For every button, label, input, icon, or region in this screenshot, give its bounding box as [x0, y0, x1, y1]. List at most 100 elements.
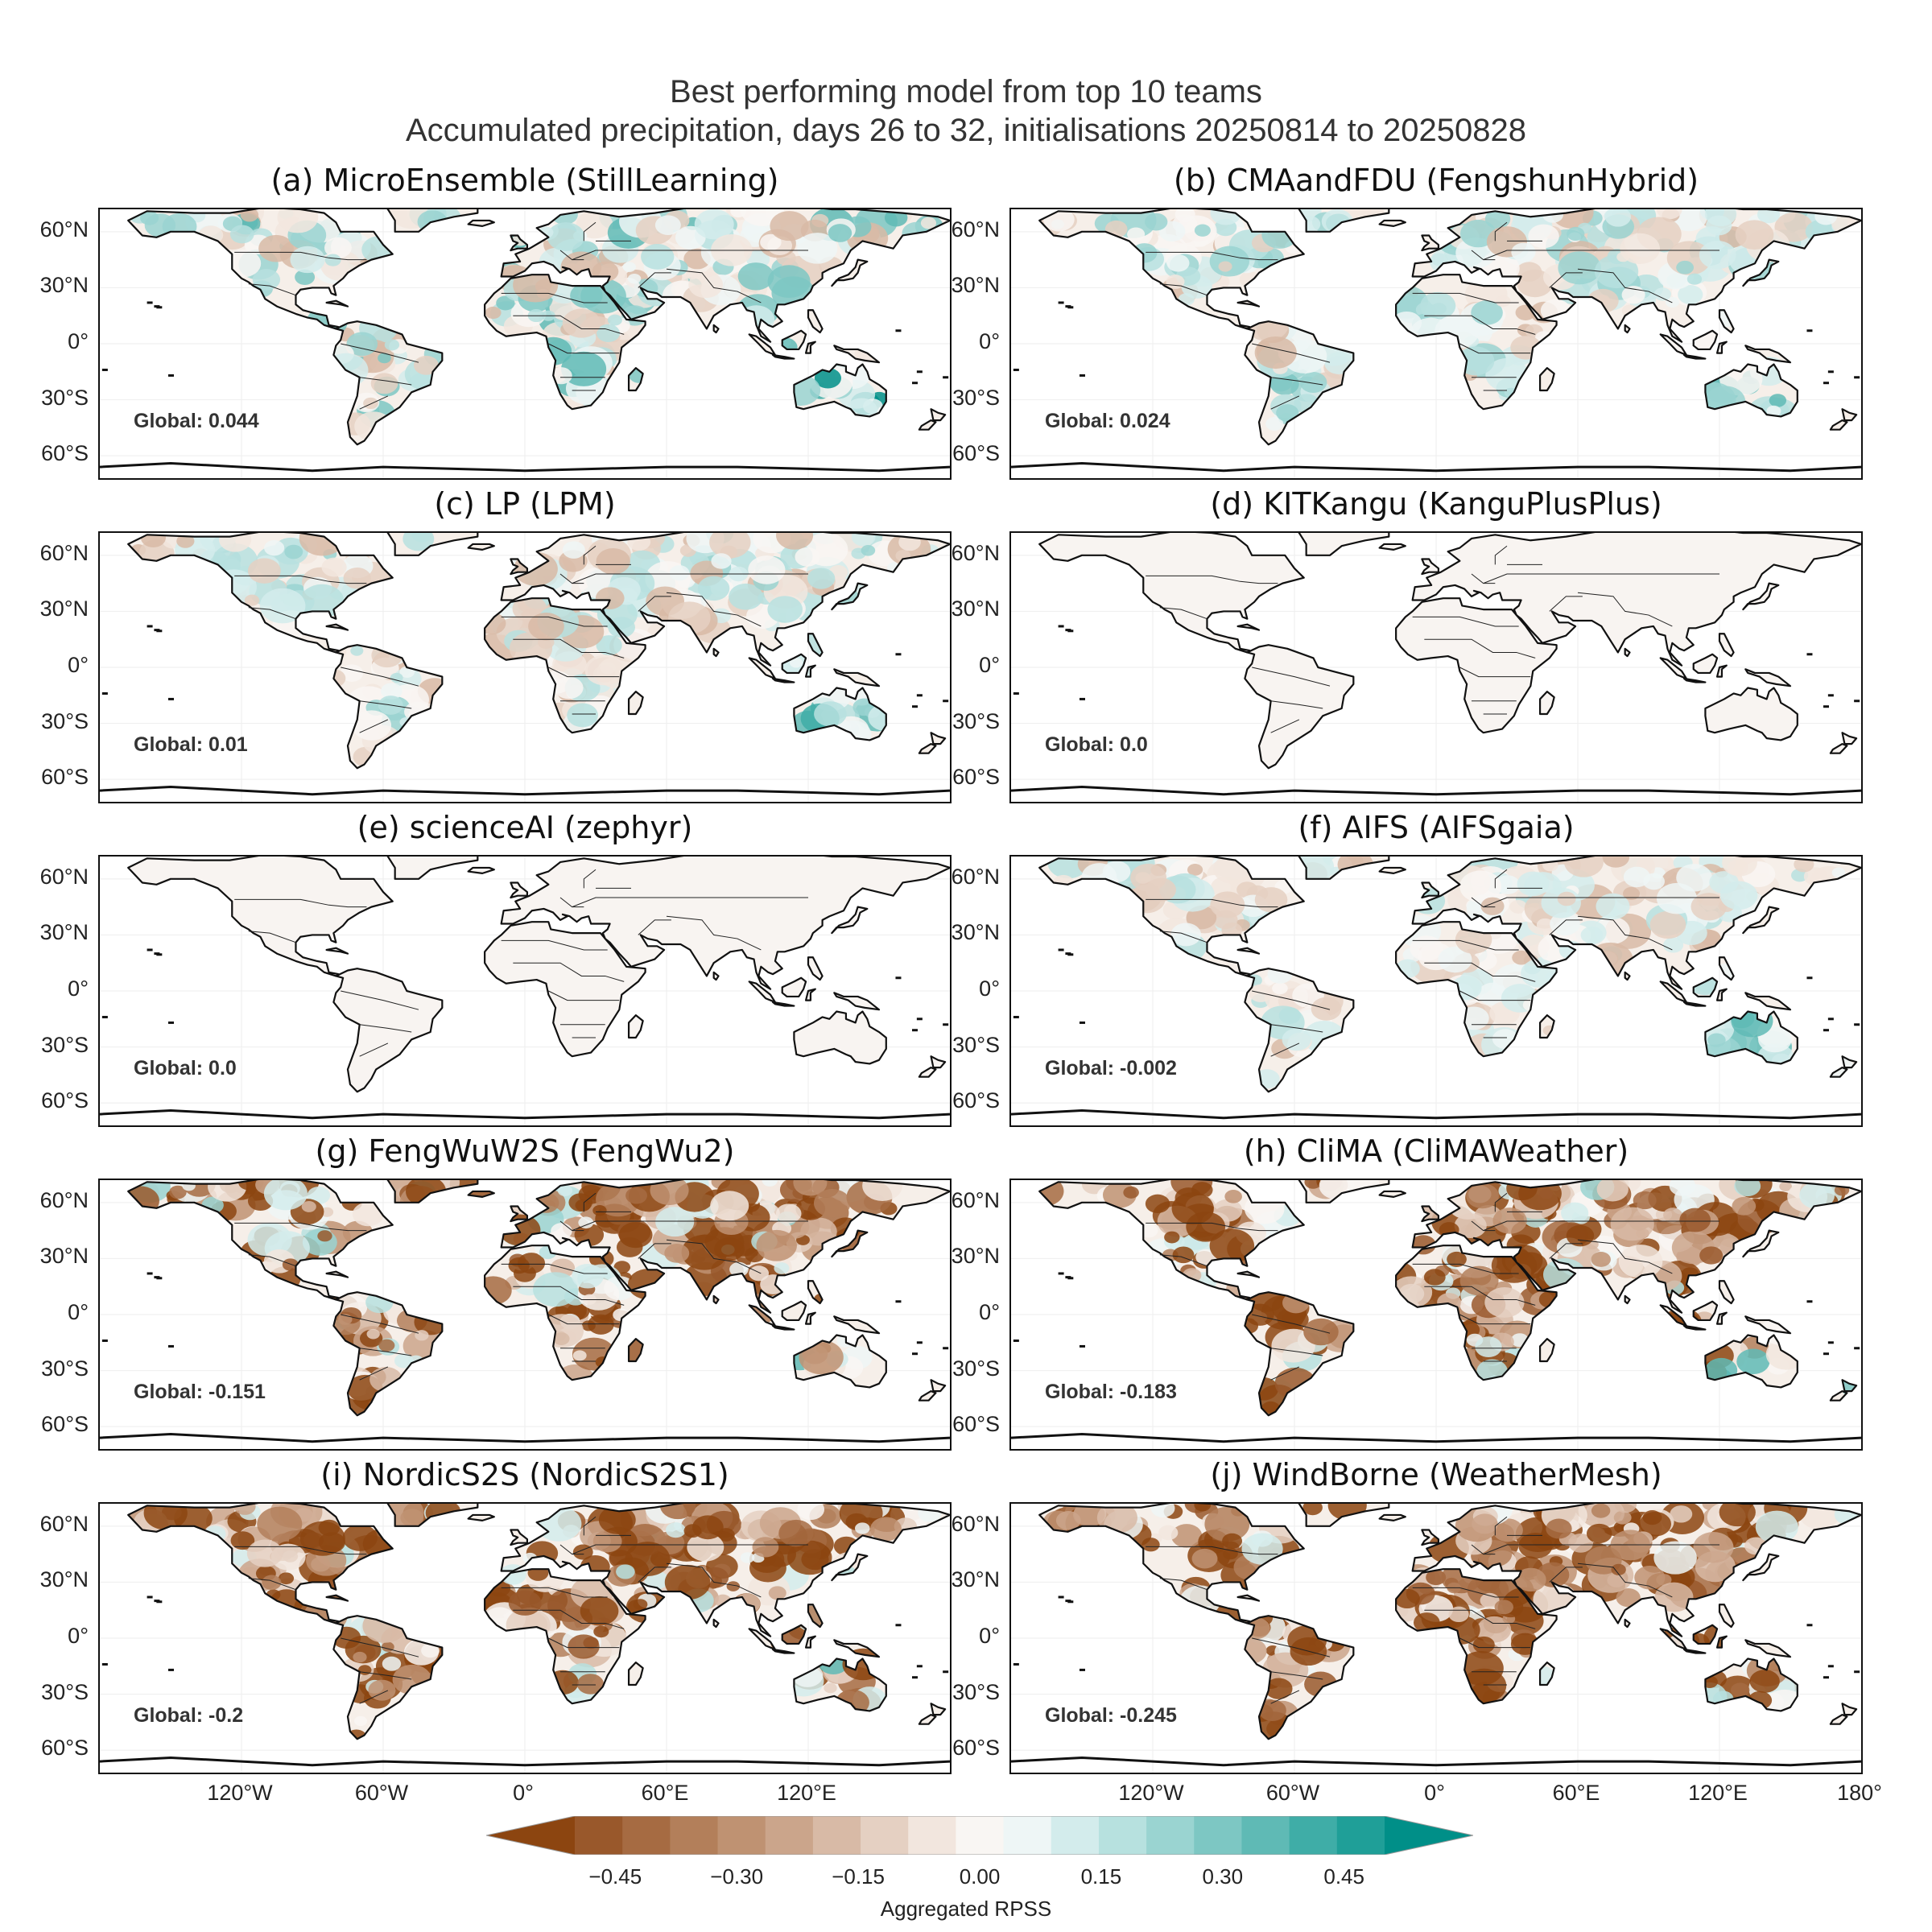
world-map: [1011, 857, 1861, 1125]
lat-tick-label: 0°: [979, 653, 1000, 677]
lat-tick-label: 60°N: [951, 1187, 1000, 1212]
world-map: [100, 1180, 950, 1449]
lat-tick-label: 60°S: [952, 1088, 1000, 1113]
lon-tick-label: 60°W: [354, 1781, 409, 1805]
colorbar-swatch: [1051, 1816, 1100, 1855]
colorbar-swatch: [717, 1816, 766, 1855]
lat-tick-label: 30°S: [41, 1032, 89, 1057]
lat-tick-label: 0°: [68, 329, 89, 353]
lon-tick-label: 120°E: [1688, 1781, 1748, 1805]
lat-tick-label: 30°S: [41, 708, 89, 733]
global-score: Global: -0.245: [1045, 1704, 1177, 1727]
lat-tick-label: 60°N: [951, 864, 1000, 889]
colorbar-swatch: [1146, 1816, 1195, 1855]
colorbar-label: Aggregated RPSS: [880, 1897, 1052, 1921]
lat-tick-label: 30°S: [41, 385, 89, 410]
land-base: [1039, 533, 1861, 769]
country-borders: [1146, 221, 1719, 410]
colorbar-swatch: [670, 1816, 719, 1855]
antarctica-coast: [100, 785, 950, 796]
global-score: Global: 0.0: [1045, 733, 1148, 756]
lon-tick-label: 120°W: [207, 1781, 273, 1805]
coastlines: [1038, 533, 1861, 770]
small-islands: [1013, 1596, 1860, 1679]
lon-tick-label: 60°W: [1265, 1781, 1320, 1805]
colorbar-swatch: [1098, 1816, 1147, 1855]
map-panel: Global: -0.2: [98, 1502, 952, 1774]
lon-tick-label: 60°E: [641, 1781, 689, 1805]
map-panel: Global: 0.0: [98, 855, 952, 1127]
lat-tick-label: 30°N: [951, 273, 1000, 298]
antarctica-coast: [100, 461, 950, 473]
colorbar-swatch: [765, 1816, 814, 1855]
lat-tick-label: 30°S: [952, 1356, 1000, 1381]
coastlines: [1038, 1504, 1861, 1740]
world-map: [100, 209, 950, 478]
lat-tick-label: 30°N: [951, 1244, 1000, 1269]
colorbar-swatch: [1336, 1816, 1385, 1855]
coastlines: [1038, 209, 1861, 446]
world-map: [1011, 209, 1861, 478]
small-islands: [101, 1596, 949, 1679]
lat-tick-label: 60°N: [39, 864, 89, 889]
lat-tick-label: 30°S: [41, 1356, 89, 1381]
lat-tick-label: 30°S: [952, 1032, 1000, 1057]
coastlines: [1038, 1180, 1861, 1417]
country-borders: [234, 1192, 808, 1381]
small-islands: [101, 301, 949, 385]
lat-tick-label: 60°N: [951, 540, 1000, 565]
lat-tick-label: 30°N: [39, 1244, 89, 1269]
suptitle-line1: Best performing model from top 10 teams: [670, 74, 1262, 109]
global-score: Global: -0.002: [1045, 1057, 1177, 1080]
lat-tick-label: 0°: [68, 1300, 89, 1324]
panel-title: (a) MicroEnsemble (StillLearning): [270, 163, 779, 198]
map-panel: Global: -0.151: [98, 1179, 952, 1451]
map-panel: Global: -0.245: [1009, 1502, 1863, 1774]
map-panel: Global: -0.002: [1009, 855, 1863, 1127]
colorbar-tick-label: −0.45: [588, 1864, 642, 1889]
lat-tick-label: 60°N: [39, 1187, 89, 1212]
colorbar-swatch: [812, 1816, 861, 1855]
world-map: [1011, 1180, 1861, 1449]
antarctica-coast: [100, 1432, 950, 1443]
lat-tick-label: 60°S: [41, 765, 89, 790]
lat-tick-label: 0°: [979, 976, 1000, 1001]
small-islands: [1013, 625, 1860, 708]
antarctica-coast: [1011, 1756, 1861, 1767]
antarctica-coast: [1011, 461, 1861, 473]
global-score: Global: 0.0: [134, 1057, 237, 1080]
lat-tick-label: 0°: [68, 1624, 89, 1648]
panel-title: (e) scienceAI (zephyr): [357, 810, 693, 845]
colorbar-arrow-low: [486, 1816, 575, 1855]
colorbar-tick-label: 0.30: [1202, 1864, 1244, 1889]
country-borders: [234, 1516, 808, 1704]
small-islands: [101, 948, 949, 1032]
country-borders: [1146, 1192, 1719, 1381]
colorbar-swatch: [908, 1816, 957, 1855]
lat-tick-label: 60°S: [41, 1412, 89, 1437]
lat-tick-label: 60°N: [39, 540, 89, 565]
colorbar-tick-label: 0.00: [959, 1864, 1001, 1889]
country-borders: [1146, 1516, 1719, 1704]
lat-tick-label: 30°N: [39, 1567, 89, 1592]
country-borders: [1146, 545, 1719, 733]
country-borders: [234, 221, 808, 410]
map-panel: Global: 0.0: [1009, 531, 1863, 803]
colorbar-swatch: [1003, 1816, 1052, 1855]
colorbar-swatch: [622, 1816, 671, 1855]
colorbar-swatch: [575, 1816, 623, 1855]
lat-tick-label: 0°: [979, 1300, 1000, 1324]
panel-title: (b) CMAandFDU (FengshunHybrid): [1173, 163, 1699, 198]
colorbar-swatch: [1241, 1816, 1290, 1855]
colorbar-swatch: [956, 1816, 1005, 1855]
lat-tick-label: 30°N: [951, 597, 1000, 621]
lat-tick-label: 30°S: [952, 708, 1000, 733]
coastlines: [127, 533, 950, 770]
lat-tick-label: 30°S: [952, 385, 1000, 410]
rpss-field: [1047, 857, 1857, 1089]
map-panel: Global: 0.01: [98, 531, 952, 803]
colorbar-swatch: [861, 1816, 909, 1855]
small-islands: [101, 1272, 949, 1356]
lat-tick-label: 60°S: [952, 765, 1000, 790]
map-panel: Global: 0.044: [98, 208, 952, 480]
